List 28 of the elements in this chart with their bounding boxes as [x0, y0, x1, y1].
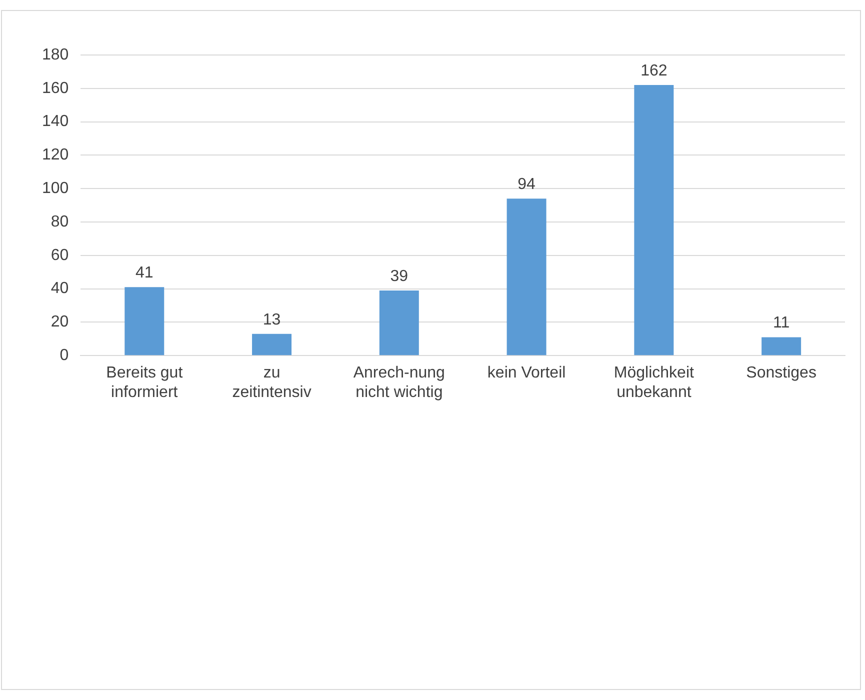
bar — [124, 287, 164, 356]
x-tick-label: Sonstiges — [746, 364, 816, 382]
y-tick-label: 80 — [50, 213, 69, 230]
x-tick-label: Anrech-nung nicht wichtig — [353, 364, 445, 401]
y-tick-label: 160 — [42, 80, 69, 97]
x-tick-label: Bereits gut informiert — [106, 364, 184, 401]
y-tick-label: 40 — [50, 280, 69, 298]
data-label: 94 — [518, 176, 536, 194]
bar — [634, 85, 674, 356]
bar — [379, 290, 419, 356]
bar — [252, 334, 292, 356]
y-tick-label: 20 — [50, 314, 69, 331]
data-label: 13 — [262, 311, 281, 328]
data-label: 162 — [640, 62, 668, 80]
y-tick-label: 0 — [60, 347, 69, 364]
y-tick-label: 180 — [42, 46, 69, 64]
x-tick-label: kein Vorteil — [487, 364, 566, 382]
data-label: 39 — [390, 268, 408, 285]
data-label: 41 — [135, 264, 154, 282]
y-tick-label: 60 — [50, 246, 69, 264]
y-tick-label: 120 — [42, 146, 69, 164]
x-tick-label: zu zeitintensiv — [232, 364, 312, 401]
x-tick-label: Möglichkeit unbekannt — [614, 364, 694, 401]
y-tick-label: 140 — [42, 113, 69, 130]
y-tick-label: 100 — [42, 180, 69, 198]
data-label: 11 — [773, 314, 790, 332]
bar — [762, 337, 802, 356]
bar — [506, 198, 546, 356]
